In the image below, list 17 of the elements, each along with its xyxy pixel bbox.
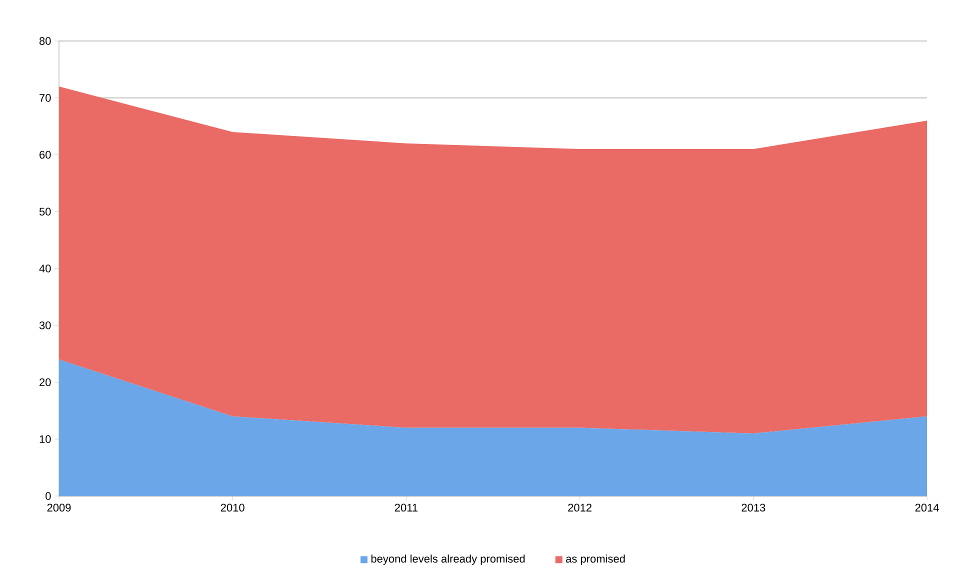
x-tick-label: 2013 (742, 504, 766, 512)
x-tick-label: 2012 (568, 504, 592, 512)
y-tick-label: 60 (40, 150, 51, 159)
legend-label: as promised (566, 554, 625, 565)
y-tick-label: 50 (39, 208, 51, 216)
x-tick-label: 2009 (47, 504, 71, 512)
y-tick-label: 40 (39, 264, 51, 272)
y-tick-label: 0 (46, 492, 51, 500)
y-tick-label: 70 (40, 94, 51, 102)
legend-label: beyond levels already promised (371, 554, 525, 565)
x-tick-label: 2014 (915, 504, 939, 512)
y-tick-label: 80 (39, 37, 51, 45)
x-tick-label: 2011 (394, 504, 418, 512)
y-tick-label: 10 (40, 435, 51, 444)
x-tick-label: 2010 (220, 504, 244, 512)
y-tick-label: 30 (39, 321, 51, 330)
y-tick-label: 20 (40, 378, 51, 386)
